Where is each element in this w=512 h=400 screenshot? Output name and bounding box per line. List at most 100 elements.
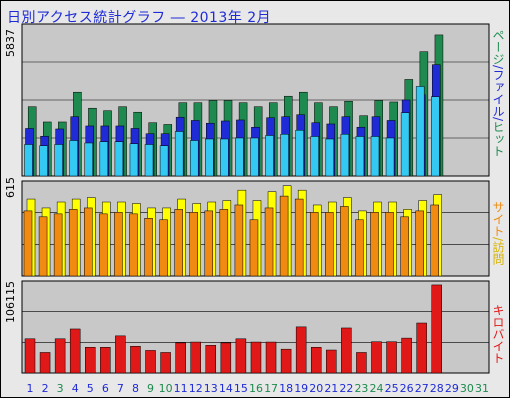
bar-kbytes-day-22 bbox=[341, 327, 352, 374]
bar-kbytes-day-20 bbox=[310, 347, 322, 374]
x-label-day-24: 24 bbox=[370, 382, 384, 395]
x-label-day-17: 17 bbox=[264, 382, 278, 395]
chart-title: 日別アクセス統計グラフ ― 2013年 2月 bbox=[7, 10, 272, 26]
bar-sites-day-6 bbox=[99, 213, 108, 277]
bar-pages-day-24 bbox=[370, 136, 380, 177]
bar-kbytes-day-14 bbox=[220, 342, 232, 374]
x-label-day-13: 13 bbox=[204, 382, 218, 395]
bar-sites-day-2 bbox=[38, 216, 48, 277]
x-label-day-6: 6 bbox=[102, 382, 109, 395]
bar-kbytes-day-27 bbox=[416, 322, 427, 374]
bar-sites-day-3 bbox=[53, 213, 63, 277]
bar-kbytes-day-16 bbox=[250, 341, 262, 374]
legend-sites: サイト bbox=[491, 201, 505, 237]
x-label-day-31: 31 bbox=[475, 382, 489, 395]
bar-pages-day-15 bbox=[235, 137, 244, 177]
bar-kbytes-day-24 bbox=[371, 341, 382, 374]
bar-sites-day-23 bbox=[355, 219, 364, 277]
bar-kbytes-day-10 bbox=[160, 352, 171, 374]
legend-kbytes: キロバイト bbox=[491, 304, 505, 364]
bar-kbytes-day-9 bbox=[145, 350, 156, 374]
x-label-day-28: 28 bbox=[430, 382, 444, 395]
legend-hits: ヒット bbox=[491, 121, 505, 158]
x-label-day-1: 1 bbox=[27, 382, 34, 395]
bar-pages-day-5 bbox=[84, 142, 94, 177]
x-label-day-15: 15 bbox=[234, 382, 248, 395]
bar-pages-day-1 bbox=[24, 144, 33, 177]
x-label-day-12: 12 bbox=[189, 382, 203, 395]
bar-pages-day-8 bbox=[129, 143, 139, 177]
bar-sites-day-17 bbox=[264, 207, 274, 277]
bar-pages-day-18 bbox=[280, 133, 289, 177]
bar-kbytes-day-25 bbox=[386, 341, 397, 374]
legend-bottom: キロバイト bbox=[491, 304, 505, 364]
x-label-day-29: 29 bbox=[445, 382, 459, 395]
bar-kbytes-day-26 bbox=[401, 337, 412, 374]
bar-pages-day-19 bbox=[295, 129, 304, 177]
x-label-day-16: 16 bbox=[249, 382, 263, 395]
x-label-day-30: 30 bbox=[460, 382, 474, 395]
bar-pages-day-17 bbox=[265, 135, 274, 177]
bar-sites-day-10 bbox=[159, 219, 168, 277]
bar-sites-day-18 bbox=[279, 195, 289, 277]
legend-sep-3: / bbox=[491, 237, 505, 242]
bar-sites-day-21 bbox=[325, 212, 334, 277]
bar-pages-day-2 bbox=[39, 145, 48, 177]
x-label-day-25: 25 bbox=[385, 382, 399, 395]
bar-pages-day-11 bbox=[174, 131, 184, 177]
bar-kbytes-day-19 bbox=[295, 326, 307, 374]
bar-sites-day-9 bbox=[144, 218, 153, 277]
bar-sites-day-15 bbox=[234, 204, 244, 277]
bar-pages-day-27 bbox=[415, 86, 425, 177]
bar-sites-day-14 bbox=[219, 209, 229, 277]
bar-kbytes-day-6 bbox=[100, 347, 111, 374]
x-label-day-22: 22 bbox=[339, 382, 353, 395]
bar-kbytes-day-8 bbox=[130, 345, 141, 374]
bar-sites-day-7 bbox=[114, 212, 123, 277]
bar-kbytes-day-28 bbox=[431, 284, 442, 374]
legend-sep-1: / bbox=[491, 65, 505, 70]
bar-sites-day-8 bbox=[129, 213, 138, 277]
bar-sites-day-13 bbox=[204, 210, 214, 277]
legend-files: ファイル bbox=[491, 69, 505, 118]
bar-sites-day-19 bbox=[294, 198, 304, 277]
x-label-day-2: 2 bbox=[42, 382, 49, 395]
bar-pages-day-22 bbox=[340, 133, 350, 177]
bar-pages-day-16 bbox=[250, 137, 259, 177]
x-label-day-27: 27 bbox=[415, 382, 429, 395]
x-label-day-10: 10 bbox=[159, 382, 173, 395]
legend-middle: サイト/訪問 bbox=[491, 201, 505, 265]
bar-sites-day-5 bbox=[84, 207, 93, 277]
bar-sites-day-20 bbox=[309, 212, 319, 277]
bar-kbytes-day-7 bbox=[115, 335, 126, 374]
x-label-day-26: 26 bbox=[400, 382, 414, 395]
bar-pages-day-23 bbox=[355, 136, 365, 177]
bar-pages-day-25 bbox=[385, 137, 395, 177]
bar-kbytes-day-5 bbox=[85, 347, 96, 374]
x-label-day-4: 4 bbox=[72, 382, 79, 395]
bar-kbytes-day-4 bbox=[69, 328, 81, 374]
bar-sites-day-24 bbox=[370, 212, 379, 277]
bar-sites-day-26 bbox=[400, 216, 409, 277]
x-label-day-23: 23 bbox=[354, 382, 368, 395]
bar-pages-day-7 bbox=[114, 141, 124, 177]
bar-kbytes-day-2 bbox=[39, 352, 51, 374]
legend-pages: ページ bbox=[491, 29, 505, 65]
bar-sites-day-12 bbox=[189, 212, 198, 277]
bar-pages-day-4 bbox=[69, 140, 78, 177]
bar-sites-day-28 bbox=[430, 204, 439, 277]
x-label-day-8: 8 bbox=[132, 382, 139, 395]
bar-kbytes-day-12 bbox=[190, 341, 201, 374]
bar-sites-day-4 bbox=[68, 209, 78, 277]
bar-pages-day-21 bbox=[325, 138, 335, 177]
bar-pages-day-9 bbox=[144, 144, 154, 177]
legend-top: ページ/ファイル/ヒット bbox=[491, 29, 505, 158]
bar-pages-day-10 bbox=[159, 145, 169, 177]
bar-kbytes-day-1 bbox=[24, 338, 36, 374]
bar-kbytes-day-11 bbox=[175, 342, 186, 374]
x-label-day-7: 7 bbox=[117, 382, 124, 395]
x-label-day-5: 5 bbox=[87, 382, 94, 395]
bar-pages-day-14 bbox=[220, 138, 229, 177]
